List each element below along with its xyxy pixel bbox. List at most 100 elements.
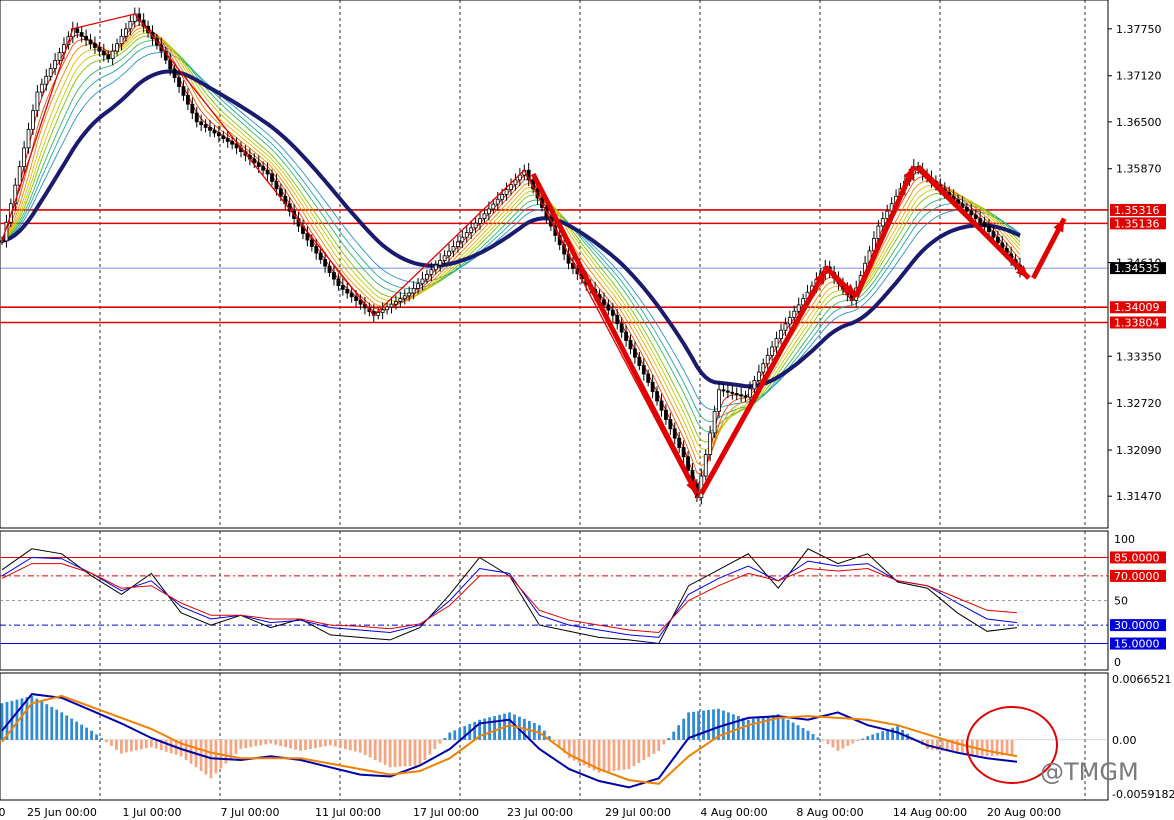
macd-histogram-bar (652, 739, 656, 754)
candle (225, 138, 230, 142)
watermark: @TMGM (1040, 758, 1139, 786)
macd-histogram-bar (328, 739, 332, 746)
macd-histogram-bar (279, 739, 283, 746)
macd-histogram-bar (1005, 739, 1009, 756)
macd-histogram-bar (761, 716, 765, 740)
macd-histogram-bar (796, 725, 800, 740)
price-tick-label: 1.35870 (1116, 163, 1162, 176)
macd-histogram-bar (453, 730, 457, 740)
candle (199, 121, 204, 126)
candle (93, 43, 97, 48)
macd-histogram-bar (403, 739, 407, 767)
macd-histogram-bar (567, 739, 571, 759)
oscillator-line (1, 556, 1018, 638)
macd-histogram-bar (115, 739, 118, 750)
macd-histogram-bar (617, 739, 621, 771)
candle (340, 285, 345, 290)
candle (442, 255, 447, 261)
macd-histogram-bar (935, 739, 939, 751)
macd-histogram-bar (871, 734, 875, 740)
candle (35, 91, 40, 112)
macd-histogram-bar (50, 706, 54, 740)
candle (17, 166, 22, 186)
candle (208, 127, 212, 131)
arrow-down-3 (916, 164, 1031, 280)
arrow-up-3-head (1053, 218, 1065, 233)
candle (664, 409, 668, 420)
candle (748, 388, 752, 398)
panel-frames (0, 0, 1109, 801)
arrow-up-1 (699, 269, 828, 496)
macd-histogram-bar (473, 721, 477, 740)
candle (659, 400, 664, 411)
candle (230, 140, 235, 145)
macd-histogram-bar (169, 739, 173, 754)
candle (491, 203, 496, 210)
macd-histogram-bar (259, 739, 263, 746)
x-tick-label: 0 (0, 806, 6, 819)
candle (482, 213, 487, 220)
candle (389, 303, 394, 308)
candle (619, 323, 624, 333)
x-tick-label: 7 Jul 00:00 (221, 806, 280, 819)
macd-histogram-bar (314, 739, 317, 749)
macd-histogram-bar (801, 727, 805, 740)
macd-histogram-bar (244, 739, 248, 749)
macd-histogram-bar (667, 738, 671, 740)
oscillator-tick-label: 0 (1114, 656, 1121, 669)
macd-histogram-bar (423, 739, 427, 760)
x-tick-label: 11 Jul 00:00 (315, 806, 381, 819)
macd-histogram-bar (816, 737, 820, 740)
macd-histogram-bar (687, 712, 691, 740)
macd-histogram-bar (786, 719, 790, 740)
macd-histogram-bar (159, 739, 163, 751)
macd-histogram-bar (751, 718, 755, 740)
macd-histogram-bar (582, 739, 586, 766)
candle (712, 410, 717, 434)
panel-frame (0, 0, 1109, 529)
candle (885, 210, 890, 220)
price-tick-label: 1.36500 (1116, 116, 1162, 129)
candle (964, 207, 969, 212)
macd-histogram-bar (826, 739, 830, 745)
macd-histogram-bar (10, 700, 14, 740)
macd-histogram-bar (55, 709, 59, 740)
macd-histogram-bar (662, 739, 666, 745)
candle (637, 356, 642, 366)
macd-histogram-bar (65, 715, 69, 740)
macd-histogram-bar (124, 739, 128, 753)
macd-histogram-bar (960, 739, 964, 754)
macd-histogram-bar (413, 739, 417, 766)
macd-histogram-bar (637, 739, 641, 764)
candle (721, 389, 726, 392)
macd-histogram-bar (647, 739, 651, 757)
candle (991, 231, 996, 238)
level-price-box (1110, 217, 1166, 230)
candle (380, 309, 385, 313)
macd-histogram-bar (945, 739, 949, 752)
macd-histogram-bar (438, 739, 442, 744)
macd-histogram-bar (254, 739, 258, 747)
candle (473, 222, 478, 229)
macd-histogram-bar (45, 704, 49, 740)
candle (119, 35, 124, 45)
candle (478, 218, 482, 224)
macd-histogram-bar (80, 724, 84, 740)
candle (345, 288, 350, 294)
macd-histogram-bar (294, 739, 297, 750)
candle (447, 250, 451, 257)
macd-histogram-bar (950, 739, 954, 753)
candle (655, 391, 659, 402)
candle (982, 221, 987, 227)
candle (973, 214, 978, 220)
candle (349, 292, 354, 298)
candle (880, 218, 885, 227)
candle (796, 304, 801, 312)
candle (730, 391, 735, 394)
macd-histogram-bar (224, 739, 228, 764)
macd-histogram-bar (30, 695, 34, 740)
macd-histogram-bar (547, 736, 551, 740)
current-price-box (1110, 262, 1166, 275)
candle (677, 437, 682, 448)
macd-histogram-bar (284, 739, 288, 748)
